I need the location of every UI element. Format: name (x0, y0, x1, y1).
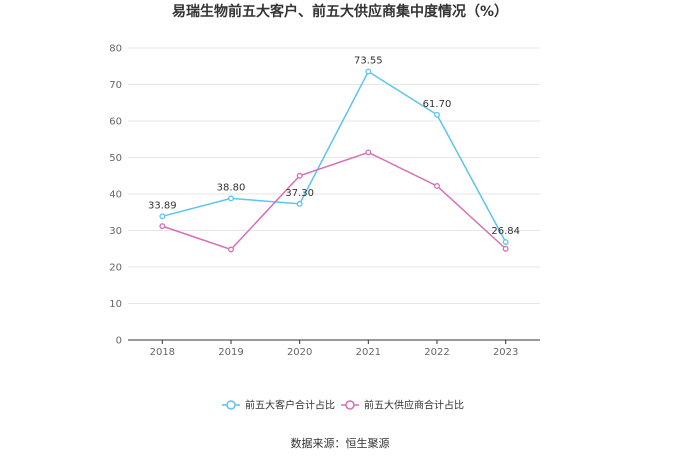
x-tick-label: 2019 (218, 347, 243, 358)
legend-marker (345, 400, 355, 410)
series-line (162, 70, 507, 243)
legend-label: 前五大供应商合计占比 (364, 399, 464, 412)
data-label: 38.80 (217, 182, 246, 193)
data-point (365, 149, 372, 156)
data-source: 数据来源：恒生聚源 (291, 436, 390, 450)
y-tick-label: 80 (109, 44, 122, 55)
y-axis-ticks: 0 10 20 30 40 50 60 70 80 (109, 44, 122, 347)
data-label: 37.30 (285, 188, 314, 199)
data-point (228, 195, 234, 202)
data-label: 33.89 (148, 200, 177, 211)
data-point (228, 246, 234, 253)
y-tick-label: 20 (109, 263, 122, 274)
series-lines (159, 68, 509, 253)
y-tick-label: 40 (109, 190, 122, 201)
grid-lines (128, 47, 540, 304)
x-tick-label: 2023 (493, 347, 518, 358)
data-point (502, 245, 509, 252)
data-point (434, 183, 440, 189)
data-labels: 33.89 38.80 37.30 73.55 61.70 26.84 (148, 56, 520, 237)
y-tick-label: 60 (109, 117, 122, 128)
legend-marker (226, 400, 236, 410)
legend-label: 前五大客户合计占比 (245, 399, 335, 412)
data-label: 73.55 (354, 56, 383, 67)
data-point (159, 213, 166, 220)
legend: 前五大客户合计占比 前五大供应商合计占比 (222, 399, 464, 412)
data-label: 26.84 (491, 226, 520, 237)
data-point (502, 239, 509, 245)
data-point (434, 111, 440, 118)
y-tick-label: 30 (109, 226, 122, 237)
chart-title: 易瑞生物前五大客户、前五大供应商集中度情况（%） (172, 3, 508, 20)
x-tick-label: 2021 (356, 347, 381, 358)
data-point (296, 172, 303, 179)
y-tick-label: 0 (116, 336, 122, 347)
data-point (159, 223, 166, 230)
x-tick-label: 2018 (150, 347, 175, 358)
x-tick-label: 2022 (424, 347, 449, 358)
y-tick-label: 50 (109, 153, 122, 164)
data-label: 61.70 (423, 99, 452, 110)
y-tick-label: 10 (109, 299, 122, 310)
series-line (162, 151, 507, 251)
x-tick-label: 2020 (287, 347, 312, 358)
y-tick-label: 70 (109, 80, 122, 91)
data-point (365, 68, 372, 75)
x-axis-ticks: 2018 2019 2020 2021 2022 2023 (150, 340, 518, 358)
data-point (296, 200, 303, 207)
